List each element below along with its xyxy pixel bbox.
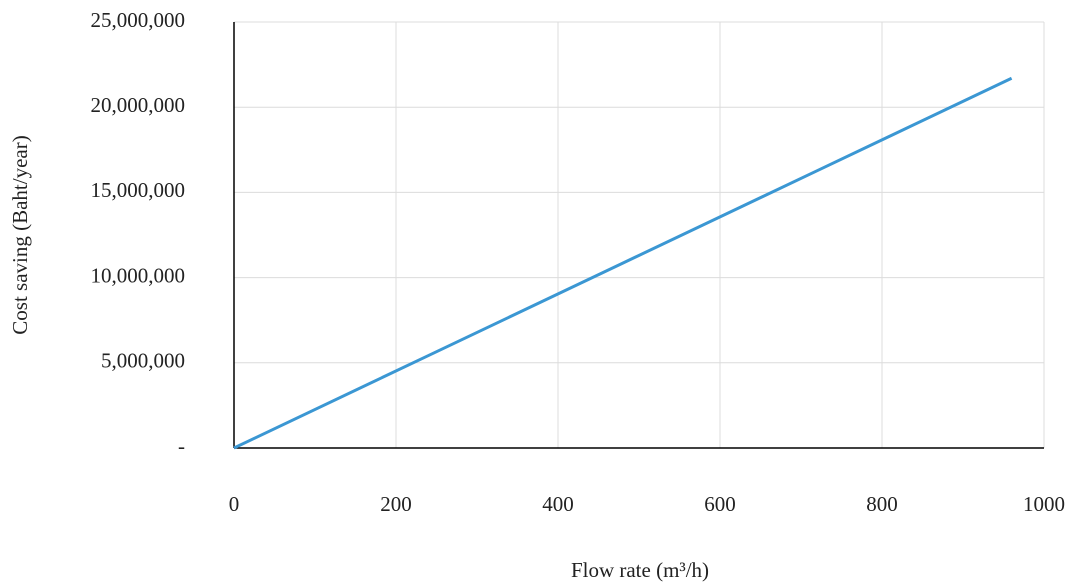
x-tick-label: 400 (542, 492, 574, 516)
y-tick-label: 5,000,000 (101, 349, 185, 373)
x-tick-label: 200 (380, 492, 412, 516)
x-tick-label: 1000 (1023, 492, 1065, 516)
chart: Flow rate (m³/h) Cost saving (Baht/year)… (0, 0, 1078, 588)
y-tick-label: - (178, 434, 185, 458)
x-tick-label: 0 (229, 492, 240, 516)
x-tick-label: 600 (704, 492, 736, 516)
x-axis-title: Flow rate (m³/h) (571, 558, 709, 582)
data-line (234, 78, 1012, 448)
y-axis-title: Cost saving (Baht/year) (8, 135, 32, 334)
x-tick-label: 800 (866, 492, 898, 516)
y-tick-label: 10,000,000 (91, 263, 186, 287)
page: Flow rate (m³/h) Cost saving (Baht/year)… (0, 0, 1078, 588)
y-tick-label: 15,000,000 (91, 178, 186, 202)
y-tick-label: 25,000,000 (91, 8, 186, 32)
y-tick-label: 20,000,000 (91, 93, 186, 117)
